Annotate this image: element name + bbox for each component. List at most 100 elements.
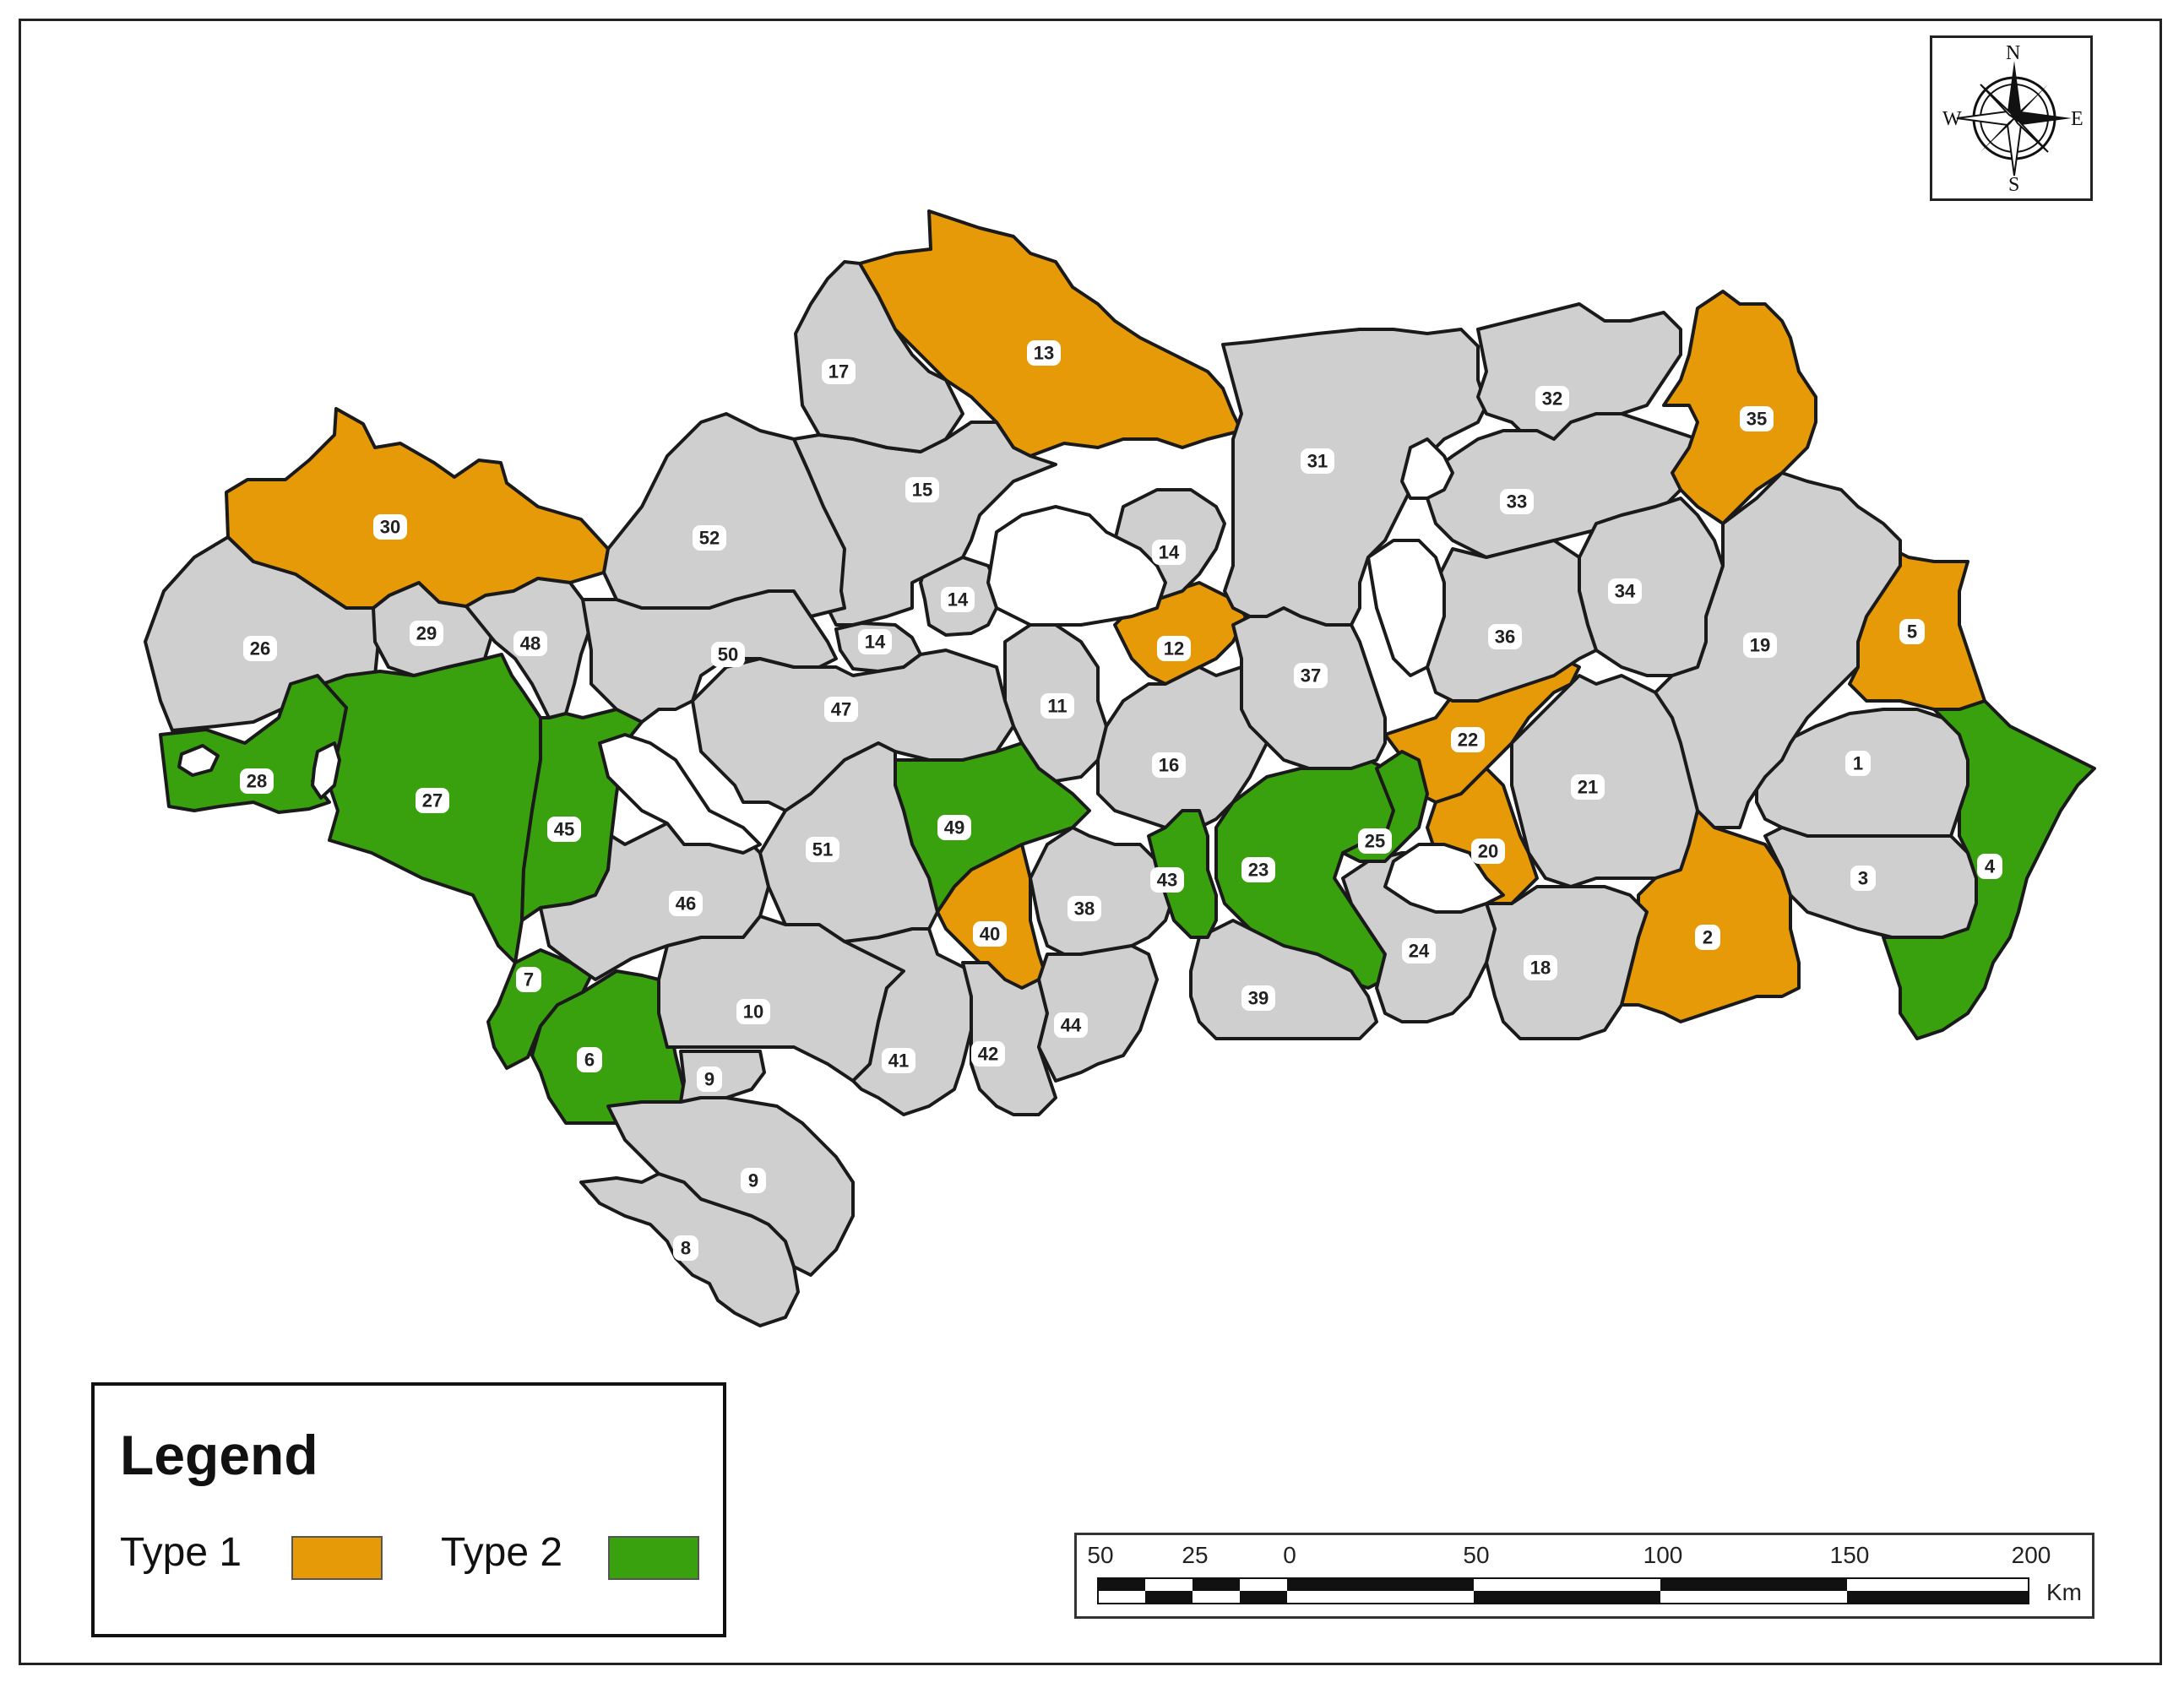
region-34: [1578, 497, 1725, 677]
legend-item-type1-swatch: [291, 1536, 383, 1580]
region-label-badge: [905, 477, 939, 502]
region-label-badge: [1695, 925, 1720, 950]
compass-north-label: N: [2006, 42, 2021, 64]
region-label-22: 22: [1458, 730, 1478, 751]
region-label-31: 31: [1307, 451, 1328, 472]
unassigned-area: [598, 733, 762, 855]
region-32: [1476, 302, 1682, 441]
region-label-badge: [416, 788, 449, 813]
region-label-39: 39: [1248, 988, 1269, 1009]
region-label-badge: [858, 629, 892, 654]
region-label-badge: [1157, 636, 1191, 661]
region-label-19: 19: [1750, 635, 1770, 656]
regions-layer: [144, 209, 2096, 1327]
region-label-44: 44: [1061, 1015, 1082, 1036]
region-label-8: 8: [681, 1238, 691, 1259]
region-label-badge: [513, 631, 547, 656]
region-9b: [606, 1096, 855, 1277]
region-label-badge: [973, 921, 1007, 947]
region-label-badge: [1743, 632, 1777, 658]
unassigned-area: [1400, 437, 1454, 500]
region-label-50: 50: [718, 644, 738, 665]
region-label-badge: [410, 621, 443, 646]
region-label-badge: [1294, 663, 1328, 688]
region-label-17: 17: [829, 361, 849, 383]
region-label-52: 52: [699, 528, 720, 549]
region-label-37: 37: [1301, 665, 1321, 687]
region-label-13: 13: [1034, 343, 1054, 364]
region-label-7: 7: [524, 969, 534, 991]
compass-rose: N S E W: [1930, 35, 2093, 201]
region-label-badge: [1524, 955, 1557, 980]
region-31: [1221, 328, 1488, 627]
region-label-9b: 9: [748, 1170, 758, 1191]
region-44: [1037, 944, 1159, 1083]
legend: Legend Type 1 Type 2: [91, 1382, 726, 1637]
region-label-badge: [1471, 839, 1505, 864]
legend-item-type2-label: Type 2: [441, 1530, 563, 1575]
region-label-32: 32: [1542, 388, 1562, 410]
region-label-badge: [1152, 540, 1186, 565]
scale-bar-graphic: [1097, 1577, 2029, 1604]
region-label-21: 21: [1578, 777, 1598, 798]
region-label-badge: [693, 525, 726, 551]
region-label-badge: [941, 587, 975, 612]
scale-bar: 50 25 0 50 100 150 200 Km: [1074, 1533, 2094, 1619]
region-label-43: 43: [1157, 870, 1177, 891]
region-label-badge: [1845, 751, 1871, 776]
region-label-badge: [240, 768, 274, 794]
region-label-badge: [1535, 386, 1569, 411]
region-label-6: 6: [584, 1050, 595, 1071]
unassigned-area: [1366, 539, 1446, 677]
region-41: [843, 927, 981, 1116]
region-label-badge: [971, 1041, 1005, 1067]
region-label-badge: [1899, 619, 1925, 644]
unassigned-areas-layer: [177, 437, 1505, 914]
legend-item-type1-label: Type 1: [120, 1530, 242, 1575]
region-18: [1485, 885, 1649, 1040]
region-label-40: 40: [980, 924, 1000, 945]
region-label-badge: [711, 642, 745, 667]
region-38: [1029, 826, 1176, 956]
region-52: [602, 412, 846, 618]
region-label-10: 10: [743, 1001, 763, 1023]
region-label-25: 25: [1365, 831, 1385, 852]
region-label-36: 36: [1495, 627, 1515, 648]
region-17: [794, 260, 964, 453]
scale-tick-label: 200: [2011, 1542, 2051, 1568]
region-label-14b: 14: [865, 632, 886, 653]
region-label-badge: [741, 1168, 766, 1193]
region-label-11: 11: [1047, 696, 1067, 717]
region-label-16: 16: [1159, 755, 1179, 776]
region-label-badge: [1500, 489, 1534, 514]
region-label-42: 42: [978, 1044, 998, 1065]
region-label-48: 48: [520, 633, 541, 654]
region-label-badge: [1241, 857, 1275, 882]
scale-unit-label: Km: [2046, 1579, 2082, 1605]
region-label-badge: [1040, 693, 1074, 719]
region-label-51: 51: [812, 839, 833, 860]
region-21: [1510, 674, 1699, 888]
region-label-badge: [1150, 867, 1184, 893]
region-label-badge: [547, 817, 581, 842]
scale-tick-label: 50: [1087, 1542, 1114, 1568]
region-label-badge: [736, 999, 770, 1024]
region-label-9a: 9: [704, 1069, 714, 1090]
region-label-badge: [1068, 896, 1101, 921]
region-label-badge: [1358, 828, 1392, 854]
region-label-badge: [1301, 448, 1334, 474]
region-label-badge: [1241, 985, 1275, 1011]
region-label-14c: 14: [1159, 542, 1180, 563]
region-label-1: 1: [1853, 753, 1863, 774]
legend-title: Legend: [120, 1424, 318, 1486]
region-label-badge: [1152, 752, 1186, 778]
region-label-badge: [1571, 774, 1605, 800]
region-label-badge: [824, 697, 858, 722]
compass-rose-icon: [1956, 61, 2072, 176]
region-label-45: 45: [554, 819, 574, 840]
region-13: [858, 209, 1243, 458]
region-9a: [679, 1050, 766, 1104]
region-label-26: 26: [250, 638, 270, 659]
region-label-35: 35: [1747, 409, 1767, 430]
